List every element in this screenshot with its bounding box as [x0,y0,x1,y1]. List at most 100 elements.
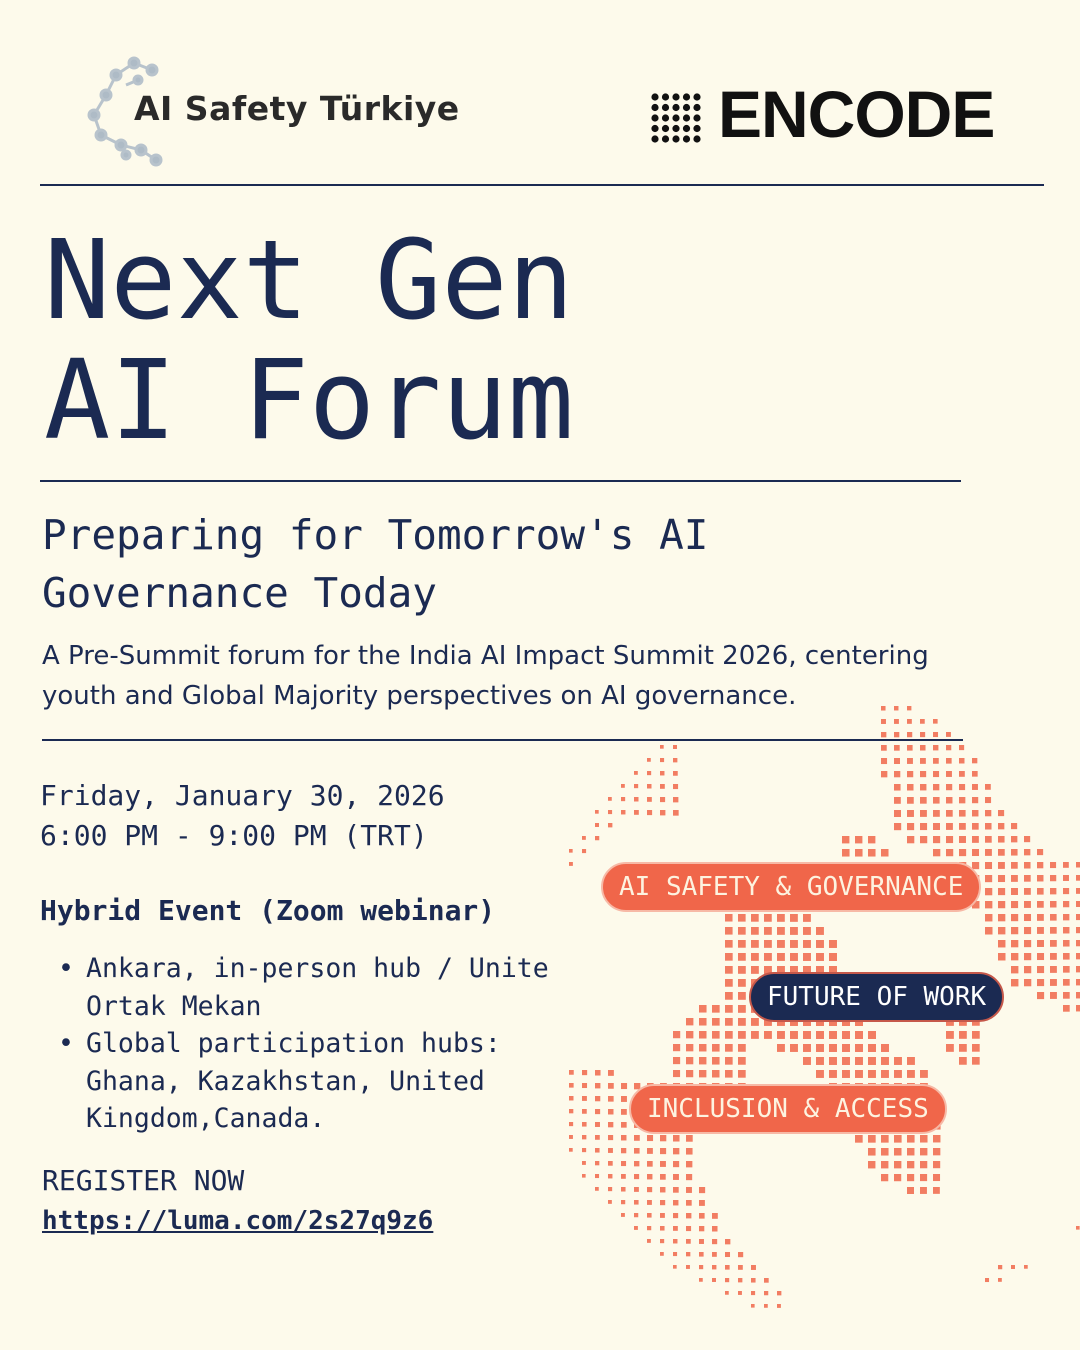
globe-dot [972,1057,980,1065]
grid-dot [672,124,680,133]
globe-dot [647,1239,651,1243]
globe-dot [699,1265,704,1270]
globe-dot [777,1031,785,1039]
grid-dot [661,93,670,101]
globe-dot [634,1174,640,1180]
globe-dot [634,784,639,789]
page-title: Next Gen AI Forum [44,220,574,460]
globe-dot [855,849,863,857]
globe-dot [725,1005,733,1013]
title-line: AI Forum [44,336,574,464]
globe-dot [595,1083,601,1089]
globe-dot [738,927,746,935]
globe-dot [972,810,979,817]
globe-dot [946,797,953,804]
globe-dot [868,1148,876,1156]
globe-dot [673,1200,679,1206]
globe-dot [673,1044,681,1052]
globe-dot [1024,862,1031,869]
globe-dot [660,1226,665,1231]
globe-dot [1063,940,1070,947]
globe-dot [634,1083,641,1090]
globe-dot [894,1174,902,1182]
globe-dot [569,1135,573,1139]
globe-dot [829,953,837,961]
globe-dot [764,1031,772,1039]
globe-dot [1024,914,1032,922]
globe-dot [608,1148,613,1153]
globe-dot [998,849,1005,856]
globe-dot [738,1252,744,1258]
globe-dot [608,1200,612,1204]
globe-dot [725,1031,733,1039]
grid-dot [651,103,659,112]
globe-dot [868,1031,876,1039]
globe-dot [595,1096,601,1102]
globe-dot [972,758,978,764]
globe-dot [829,966,837,974]
globe-dot [907,719,912,724]
globe-dot [894,797,901,804]
globe-dot [803,940,811,948]
globe-dot [972,862,980,870]
globe-dot [725,1044,733,1052]
globe-dot [582,1174,586,1178]
globe-dot [1024,979,1032,987]
globe-dot [998,862,1005,869]
globe-dot [634,797,639,802]
globe-dot [595,1070,601,1076]
globe-dot [1076,992,1080,999]
globe-dot [998,836,1005,843]
globe-dot [699,1226,705,1232]
globe-dot [569,862,573,866]
globe-dot [894,810,902,818]
globe-dot [699,1018,707,1026]
globe-dot [1037,914,1044,921]
globe-dot [569,849,573,853]
globe-dot [738,1044,746,1052]
globe-dot [595,1122,600,1127]
globe-dot [907,1187,914,1194]
globe-dot [946,810,953,817]
globe-dot [673,758,678,763]
globe-dot [1050,927,1057,934]
globe-dot [1076,914,1080,921]
globe-dot [595,1135,600,1140]
globe-dot [881,1148,889,1156]
globe-dot [1024,875,1031,882]
globe-dot [959,823,966,830]
globe-dot [712,1265,717,1270]
globe-dot [660,1148,667,1155]
globe-dot [595,1187,599,1191]
globe-dot [855,1031,863,1039]
globe-dot [647,1226,652,1231]
globe-dot [933,849,941,857]
globe-dot [725,927,733,935]
register-link[interactable]: https://luma.com/2s27q9z6 [42,1206,434,1236]
globe-dot [1024,966,1032,974]
globe-dot [972,836,979,843]
globe-dot [699,1057,707,1065]
globe-dot [1076,1226,1080,1230]
globe-dot [998,940,1006,948]
globe-dot [751,1031,759,1039]
globe-dot [933,836,941,844]
globe-dot [933,1174,941,1182]
globe-dot [1050,979,1057,986]
grid-dot [682,135,691,143]
globe-dot [803,953,811,961]
grid-dot [672,93,680,101]
globe-dot [738,1291,742,1295]
globe-dot [946,732,951,737]
globe-dot [1037,849,1044,856]
globe-dot [569,1096,574,1101]
grid-dot [693,124,701,133]
globe-dot [946,1044,954,1052]
globe-dot [894,1148,902,1156]
globe-dot [660,1200,666,1206]
globe-dot [582,1083,588,1089]
globe-dot [816,1057,824,1065]
globe-dot [712,1057,720,1065]
globe-dot [855,836,863,844]
globe-dot [751,1278,756,1283]
